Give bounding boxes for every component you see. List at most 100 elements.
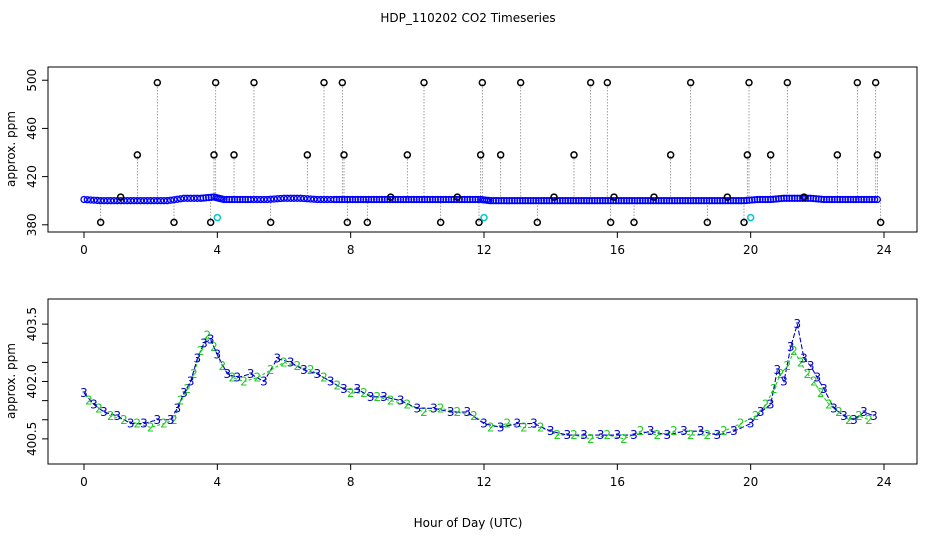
- baseline-point: [103, 197, 111, 205]
- baseline-point: [225, 195, 233, 204]
- baseline-point: [628, 197, 636, 205]
- baseline-point: [729, 197, 737, 205]
- baseline-point: [153, 197, 161, 205]
- baseline-point: [123, 197, 131, 205]
- series-2-marker: 2: [160, 417, 168, 431]
- outlier-point: [210, 151, 218, 159]
- baseline-point: [529, 197, 537, 205]
- series-2-marker: 2: [825, 397, 833, 411]
- baseline-point: [532, 197, 540, 205]
- series-2-marker: 2: [229, 371, 237, 385]
- baseline-point: [857, 195, 865, 204]
- baseline-point: [609, 197, 617, 205]
- baseline-point: [759, 195, 767, 204]
- outlier-point: [603, 78, 612, 87]
- baseline-point: [160, 197, 168, 205]
- outlier-point: [303, 151, 312, 159]
- baseline-point: [503, 197, 511, 205]
- series-3-marker: 3: [747, 417, 755, 431]
- top-x-tick-label: 4: [214, 243, 222, 257]
- baseline-point: [801, 194, 809, 202]
- top-x-tick-label: 0: [80, 243, 88, 257]
- baseline-point: [601, 197, 609, 205]
- series-2-marker: 2: [770, 382, 778, 396]
- baseline-point: [495, 197, 503, 205]
- baseline-point: [317, 195, 325, 204]
- baseline-point: [828, 195, 836, 204]
- baseline-point: [625, 197, 633, 205]
- outlier-point: [116, 193, 125, 201]
- baseline-point: [429, 195, 437, 204]
- series-3-marker: 3: [447, 405, 455, 419]
- baseline-point: [519, 197, 527, 205]
- baseline-point: [233, 195, 241, 204]
- baseline-point: [564, 197, 572, 205]
- series-2-marker: 2: [294, 359, 302, 373]
- baseline-point: [657, 197, 665, 205]
- baseline-point: [679, 197, 687, 205]
- series-2-marker: 2: [845, 413, 853, 427]
- baseline-point: [183, 194, 191, 202]
- baseline-point: [716, 197, 724, 205]
- baseline-point: [140, 197, 148, 205]
- baseline-point: [223, 195, 231, 204]
- baseline-point: [644, 197, 652, 205]
- series-2-marker: 2: [835, 405, 843, 419]
- series-2-marker: 2: [604, 428, 612, 442]
- bottom-x-tick-label: 16: [610, 475, 625, 489]
- series-2-marker: 2: [437, 401, 445, 415]
- baseline-point: [320, 195, 328, 204]
- baseline-point: [173, 195, 181, 203]
- baseline-point: [708, 197, 716, 205]
- outlier-point: [800, 193, 808, 201]
- series-3-marker: 3: [580, 428, 588, 442]
- baseline-point: [649, 197, 657, 205]
- baseline-point: [442, 195, 450, 204]
- baseline-point: [474, 195, 482, 204]
- bottom-y-tick-label: 402.0: [25, 364, 39, 398]
- series-2-marker: 2: [170, 413, 178, 427]
- baseline-point: [615, 197, 623, 205]
- series-3-marker: 3: [234, 371, 242, 385]
- series-2-marker: 2: [267, 363, 275, 377]
- outlier-point: [206, 218, 215, 227]
- series-2-marker: 2: [520, 420, 528, 434]
- baseline-point: [572, 197, 580, 205]
- series-2-marker: 2: [347, 386, 355, 400]
- baseline-point: [735, 197, 743, 205]
- baseline-point: [343, 195, 351, 204]
- top-panel: approx. ppm 0 4 8 12 16 20 24 380 420 460 500: [4, 66, 918, 257]
- series-3-marker: 3: [497, 420, 505, 434]
- baseline-point: [849, 195, 857, 204]
- baseline-point: [508, 197, 516, 205]
- baseline-point: [796, 194, 804, 202]
- baseline-point: [575, 197, 583, 205]
- series-3-marker: 3: [870, 409, 878, 423]
- series-2-marker: 2: [219, 359, 227, 373]
- baseline-point: [617, 197, 625, 205]
- baseline-point: [521, 197, 529, 205]
- baseline-point: [663, 197, 671, 205]
- baseline-point: [97, 197, 105, 205]
- series-3-marker: 3: [614, 428, 622, 442]
- outlier-point: [478, 78, 487, 87]
- series-3-marker: 3: [780, 375, 788, 389]
- series-2-marker: 2: [865, 413, 873, 427]
- outlier-point: [96, 218, 105, 227]
- series-2-marker: 2: [537, 420, 545, 434]
- series-3-marker: 3: [714, 428, 722, 442]
- bottom-x-tick-label: 0: [80, 475, 88, 489]
- series-3-marker: 3: [680, 424, 688, 438]
- series-3-marker: 3: [380, 390, 388, 404]
- series-3-marker: 3: [860, 405, 868, 419]
- baseline-point: [591, 197, 599, 205]
- baseline-point: [434, 195, 442, 204]
- baseline-point: [537, 197, 545, 205]
- baseline-point: [689, 197, 697, 205]
- series-3-marker: 3: [300, 363, 308, 377]
- top-x-tick-label: 16: [610, 243, 625, 257]
- series-2-marker: 2: [454, 405, 462, 419]
- series-2-marker: 2: [570, 428, 578, 442]
- series-3-marker: 3: [597, 428, 605, 442]
- baseline-point: [711, 197, 719, 205]
